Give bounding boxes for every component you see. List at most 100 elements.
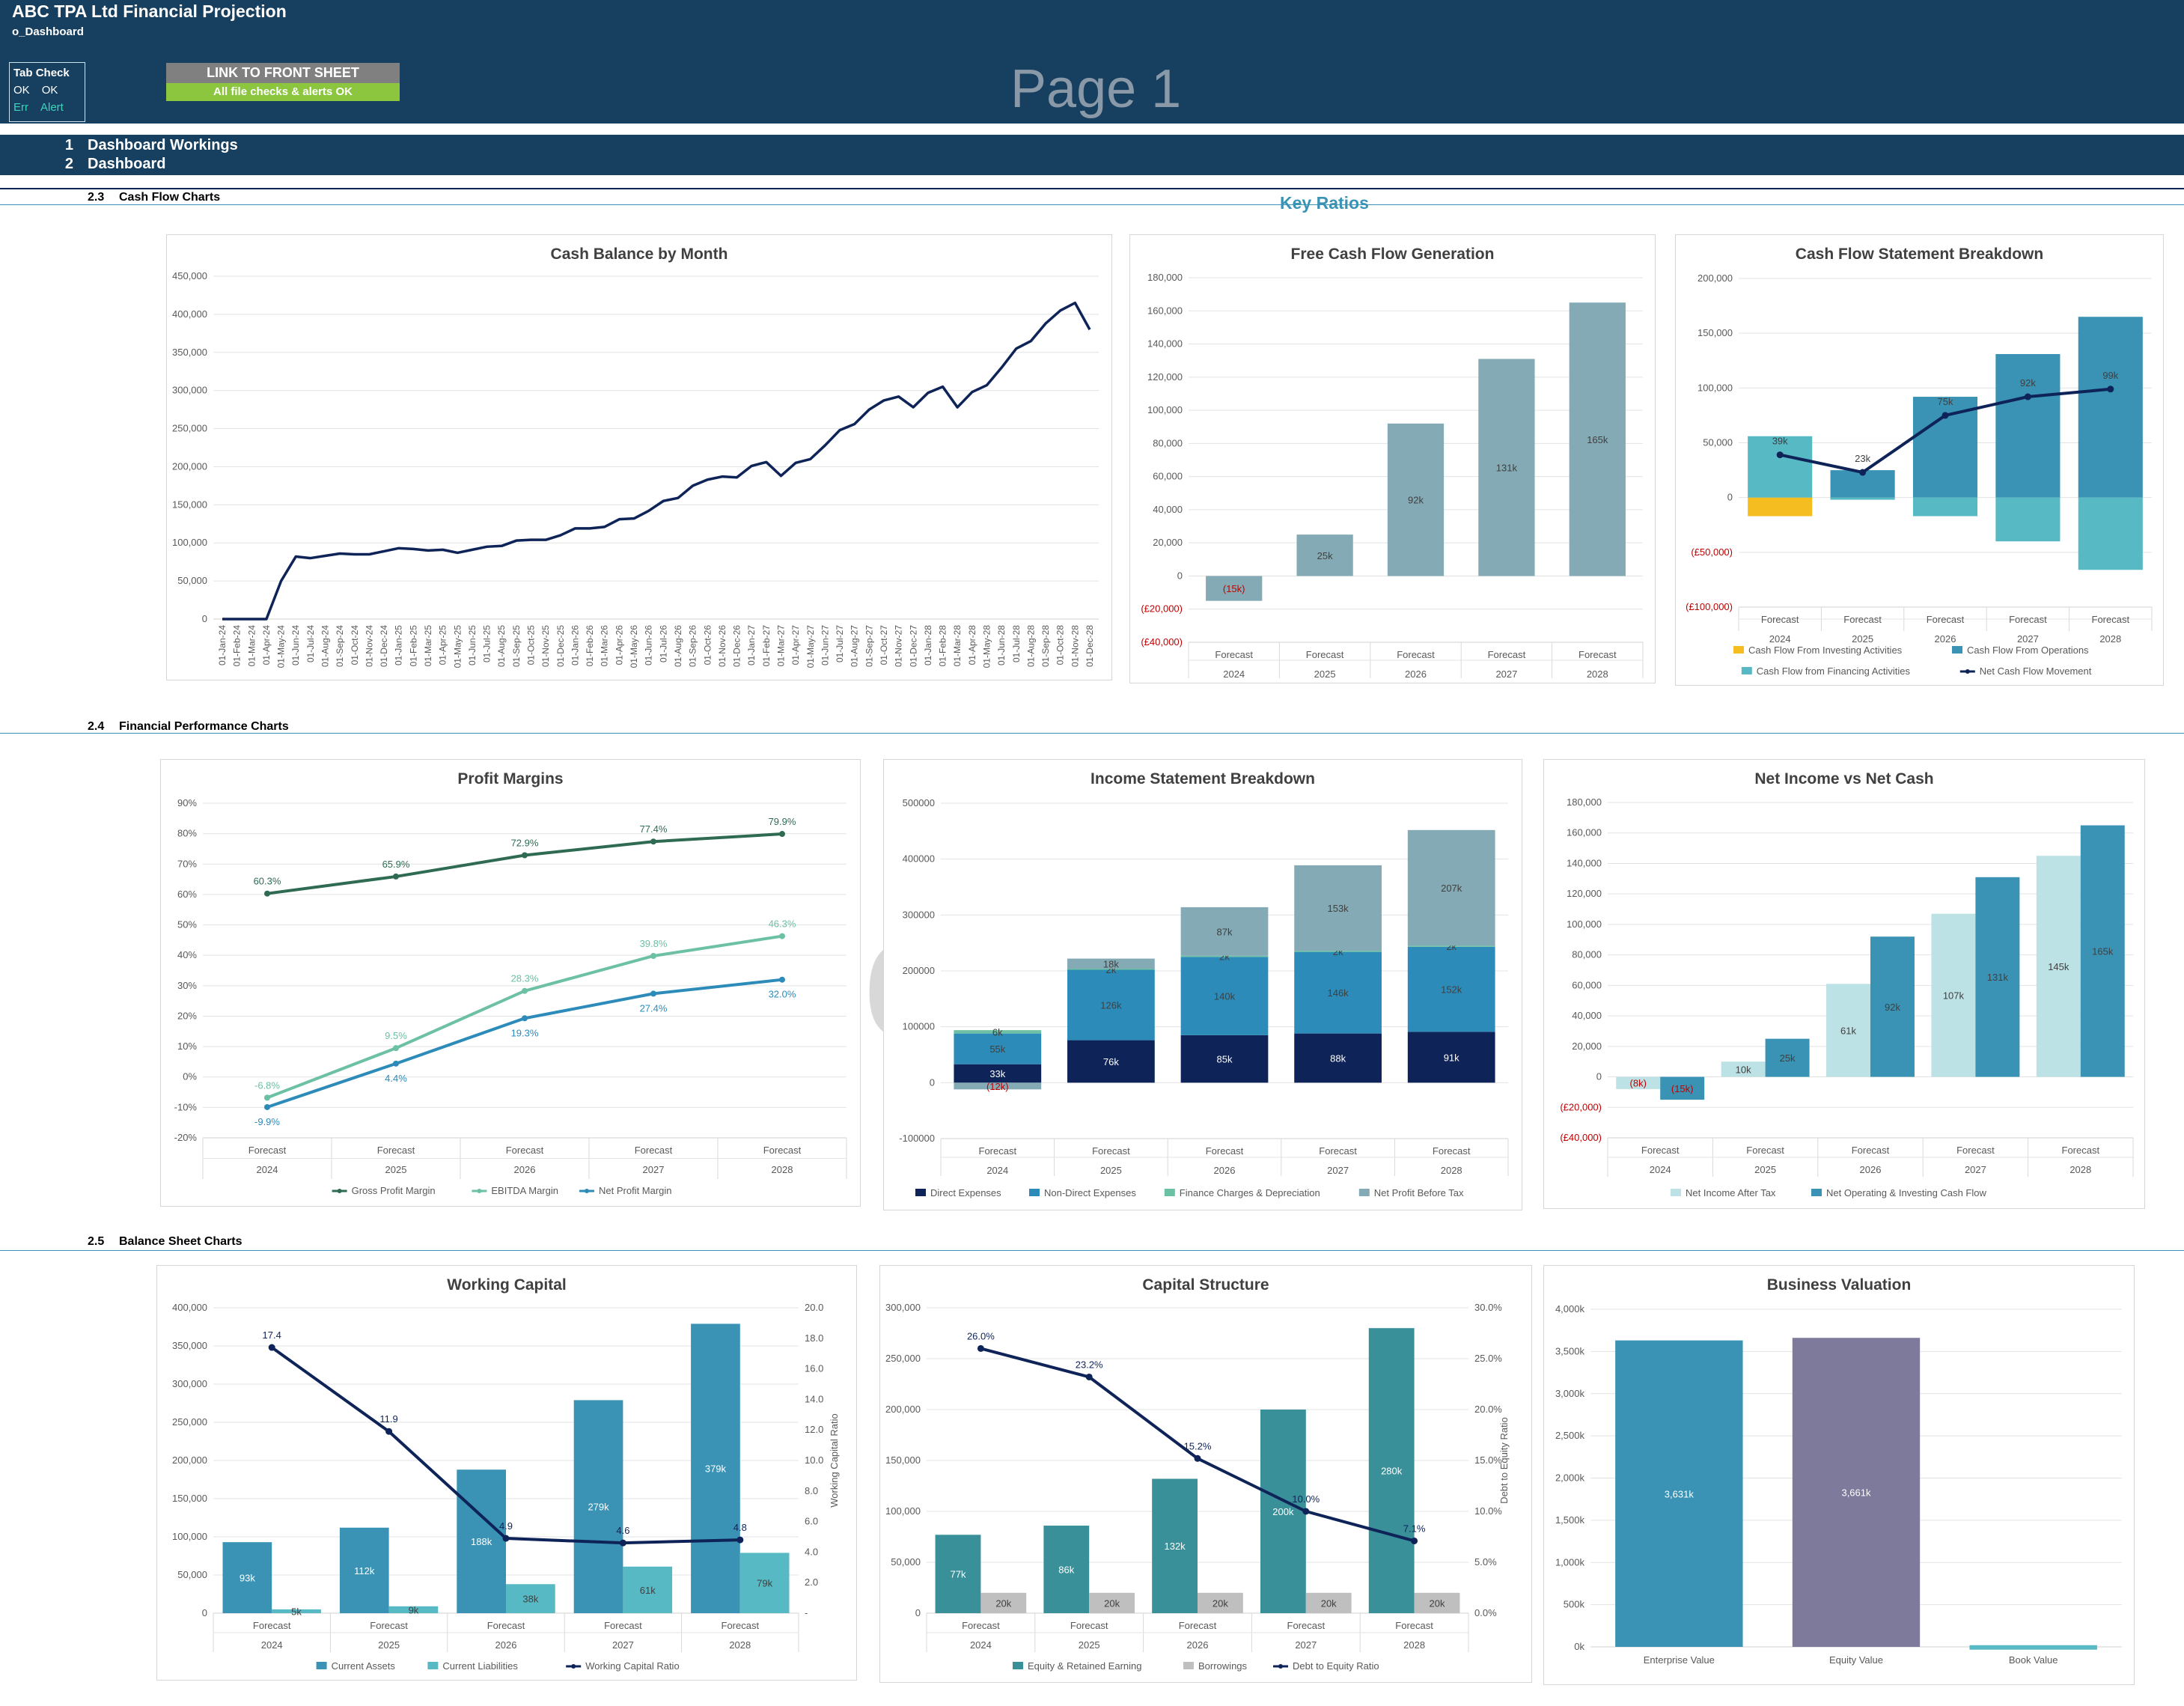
data-label: 33k — [989, 1068, 1005, 1079]
x-tick-label: 2025 — [1754, 1164, 1776, 1175]
x-tick-label: 2028 — [772, 1164, 793, 1175]
data-label: 165k — [2092, 946, 2114, 957]
data-label: 39.8% — [640, 938, 668, 949]
x-tick-label: 2026 — [1860, 1164, 1882, 1175]
y-tick-label: 90% — [177, 797, 197, 808]
data-label: 65.9% — [382, 859, 410, 870]
data-label: 77.4% — [640, 823, 668, 835]
y-tick-label: 250,000 — [172, 1416, 207, 1428]
section-heading-balance-sheet: 2.5 Balance Sheet Charts — [88, 1235, 243, 1249]
y-tick-label: 20,000 — [1572, 1041, 1602, 1052]
nav-band — [0, 135, 2184, 175]
bar — [1067, 1040, 1155, 1083]
x-tick-label: 01-Jan-26 — [570, 625, 580, 665]
x-tick-label: 01-May-28 — [981, 625, 992, 668]
bar — [1615, 1340, 1743, 1647]
chart-income-statement: Income Statement Breakdown -100000 0 10000… — [883, 759, 1522, 1210]
x-tick-label: Forecast — [2062, 1145, 2100, 1156]
x-tick-label: Forecast — [506, 1145, 544, 1156]
bar — [2078, 497, 2143, 570]
link-to-front-sheet-button[interactable]: LINK TO FRONT SHEET — [166, 63, 400, 83]
y-tick-label: 40,000 — [1572, 1010, 1602, 1021]
legend-swatch — [1013, 1662, 1023, 1669]
series-line — [266, 978, 783, 1109]
y-tick-label: 200,000 — [172, 1454, 207, 1466]
data-label: 38k — [522, 1594, 538, 1605]
y2-tick-label: 6.0 — [805, 1516, 818, 1527]
bar — [1180, 955, 1269, 957]
x-tick-label: 2028 — [1403, 1639, 1425, 1651]
line-marker — [2024, 393, 2031, 400]
bar — [1043, 1526, 1090, 1613]
chart-title: Cash Balance by Month — [550, 246, 728, 263]
data-label: 26.0% — [967, 1330, 995, 1341]
bar — [1660, 1076, 1705, 1100]
data-label: 200k — [1272, 1506, 1294, 1517]
bar — [1407, 829, 1495, 946]
y-tick-label: 4,000k — [1555, 1303, 1585, 1314]
chart-title: Working Capital — [447, 1276, 567, 1294]
x-tick-label: Forecast — [962, 1620, 1000, 1631]
y-tick-label: 0 — [202, 1607, 207, 1618]
legend-label: Finance Charges & Depreciation — [1180, 1187, 1320, 1198]
x-tick-label: Equity Value — [1829, 1654, 1883, 1666]
x-tick-label: 2028 — [1441, 1165, 1462, 1176]
bar — [1206, 576, 1263, 601]
y2-tick-label: 25.0% — [1474, 1353, 1502, 1364]
line-marker — [977, 1344, 984, 1352]
bar — [1067, 969, 1155, 1041]
x-tick-label: 2024 — [1650, 1164, 1671, 1175]
y-tick-label: 300,000 — [885, 1302, 921, 1313]
bar — [935, 1535, 981, 1613]
bar — [506, 1584, 555, 1613]
data-label: 131k — [1987, 972, 2009, 983]
tab-check-alert: Alert — [40, 101, 64, 114]
section-rule — [0, 204, 2184, 205]
bar — [1260, 1410, 1306, 1613]
y-tick-label: 0 — [1596, 1071, 1602, 1082]
line-marker — [650, 952, 656, 959]
x-tick-label: 01-Nov-24 — [364, 625, 374, 667]
x-tick-label: 01-Oct-26 — [702, 625, 713, 665]
bar — [1152, 1478, 1198, 1613]
y-tick-label: 300,000 — [172, 385, 207, 396]
data-label: 28.3% — [511, 973, 539, 984]
bar — [1180, 957, 1269, 1035]
nav-item-label: Dashboard — [88, 156, 166, 172]
x-tick-label: 01-Apr-27 — [790, 625, 801, 665]
chart-capital-structure: Capital Structure 0 50,000 100,000 150,000 2… — [879, 1265, 1532, 1683]
data-label: (15k) — [1223, 583, 1245, 594]
bar — [1792, 1338, 1921, 1647]
page-label: Page 1 — [1010, 59, 1182, 119]
line-marker — [2107, 386, 2114, 393]
line-marker — [264, 1103, 270, 1110]
y2-tick-label: 15.0% — [1474, 1454, 1502, 1466]
data-label: 91k — [1444, 1052, 1459, 1063]
y-tick-label: 50% — [177, 919, 197, 930]
y-tick-label: 150,000 — [172, 1493, 207, 1504]
legend-marker — [571, 1664, 576, 1669]
y-tick-label: 80,000 — [1572, 949, 1602, 960]
data-label: 93k — [240, 1573, 255, 1584]
workbook-title: ABC TPA Ltd Financial Projection — [12, 1, 287, 21]
y-tick-label: 120,000 — [1147, 371, 1183, 383]
y2-tick-label: - — [805, 1607, 808, 1618]
line-marker — [1302, 1508, 1310, 1515]
legend-marker — [1278, 1664, 1283, 1669]
data-label: 55k — [989, 1044, 1005, 1055]
y-tick-label: 10% — [177, 1041, 197, 1052]
line-marker — [393, 873, 399, 880]
x-tick-label: 2024 — [1769, 633, 1791, 645]
y2-axis-title: Debt to Equity Ratio — [1498, 1417, 1510, 1504]
x-tick-label: 01-Aug-26 — [673, 625, 683, 667]
x-tick-label: 2024 — [1223, 668, 1245, 680]
legend-swatch — [316, 1662, 327, 1669]
x-tick-label: 01-Dec-25 — [555, 625, 566, 667]
legend-marker — [1965, 669, 1970, 674]
data-label: 20k — [1104, 1597, 1120, 1609]
x-tick-label: Forecast — [1206, 1145, 1244, 1157]
y2-tick-label: 30.0% — [1474, 1302, 1502, 1313]
legend-label: Current Liabilities — [442, 1660, 518, 1672]
line-marker — [779, 976, 785, 983]
y-tick-label: 70% — [177, 858, 197, 869]
